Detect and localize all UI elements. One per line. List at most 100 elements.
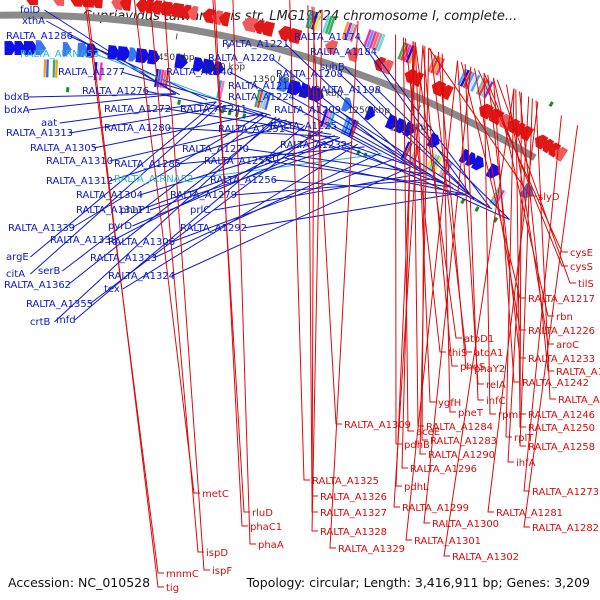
plus-gene-label[interactable]: RALTA_A1232 bbox=[280, 140, 347, 151]
minus-gene-label[interactable]: RALTA_A1327 bbox=[320, 508, 387, 519]
plus-gene-label[interactable]: RALTA_A1174 bbox=[294, 32, 361, 43]
plus-gene-label[interactable]: RALTA_A1280 bbox=[104, 123, 171, 134]
plus-gene-label[interactable]: RALTA_A1338 bbox=[50, 235, 117, 246]
plus-gene-label[interactable]: folD bbox=[20, 5, 40, 16]
minus-gene-label[interactable]: phaY2 bbox=[474, 364, 505, 375]
plus-gene-label[interactable]: RALTA_A1209 bbox=[274, 105, 341, 116]
plus-gene-label[interactable]: pyrD bbox=[108, 221, 132, 232]
plus-gene-label[interactable]: RALTA_A1272 bbox=[104, 104, 171, 115]
plus-gene-label[interactable]: tex bbox=[104, 284, 120, 295]
minus-gene-label[interactable]: RALTA_A1299 bbox=[402, 503, 469, 514]
minus-gene-label[interactable]: RALTA_A1302 bbox=[452, 552, 519, 563]
plus-gene-label[interactable]: suhB bbox=[320, 62, 345, 73]
minus-gene-label[interactable]: metC bbox=[202, 489, 229, 500]
minus-gene-label[interactable]: tig bbox=[166, 583, 179, 594]
plus-gene-label[interactable]: RALTA_A1339 bbox=[8, 223, 75, 234]
plus-gene-label[interactable]: RALTA_A1224 bbox=[228, 92, 295, 103]
plus-gene-label[interactable]: bdxA bbox=[4, 105, 30, 116]
minus-gene-label[interactable]: RALTA_A1296 bbox=[410, 464, 477, 475]
plus-gene-label[interactable]: RALTA_A1355 bbox=[26, 299, 93, 310]
minus-gene-label[interactable]: infC bbox=[486, 396, 506, 407]
minus-gene-label[interactable]: ygfH bbox=[438, 398, 461, 409]
plus-gene-label[interactable]: prlC bbox=[190, 205, 210, 216]
minus-gene-label[interactable]: aroC bbox=[556, 340, 579, 351]
minus-gene-label[interactable]: RALTA_A1217 bbox=[528, 294, 595, 305]
plus-gene-label[interactable]: etf bbox=[266, 153, 280, 164]
plus-gene-label[interactable]: RALTA_A1276 bbox=[82, 86, 149, 97]
minus-gene-label[interactable]: RALTA_A1243 bbox=[558, 395, 600, 406]
plus-gene-label[interactable]: phaP1 bbox=[120, 205, 151, 216]
minus-gene-label[interactable]: rbn bbox=[556, 312, 573, 323]
minus-gene-label[interactable]: RALTA_A1300 bbox=[432, 519, 499, 530]
plus-gene-label[interactable]: RALTA_A1362 bbox=[4, 280, 71, 291]
minus-gene-label[interactable]: pdhL bbox=[404, 482, 429, 493]
minus-gene-label[interactable]: aceE bbox=[416, 427, 440, 438]
minus-gene-label[interactable]: RALTA_A1233 bbox=[528, 354, 595, 365]
minus-gene-label[interactable]: ispD bbox=[206, 548, 228, 559]
plus-gene-label[interactable]: argE bbox=[6, 252, 29, 263]
minus-gene-label[interactable]: rplT bbox=[514, 433, 534, 444]
plus-gene-label[interactable]: RALTA_A1304 bbox=[76, 190, 143, 201]
plus-gene-label[interactable]: RALTA_A1323 bbox=[90, 253, 157, 264]
plus-gene-label[interactable]: RALTA_A1313 bbox=[6, 128, 73, 139]
minus-gene-label[interactable]: RALTA_A1236 bbox=[556, 367, 600, 378]
plus-gene-label[interactable]: RALTA_A1240 bbox=[166, 67, 233, 78]
minus-gene-label[interactable]: RALTA_A1326 bbox=[320, 492, 387, 503]
plus-gene-label[interactable]: aat bbox=[41, 118, 57, 129]
plus-gene-label[interactable]: RALTA_A1286 bbox=[6, 31, 73, 42]
plus-gene-label[interactable]: RALTA_A1324 bbox=[108, 271, 175, 282]
plus-gene-label[interactable]: RALTA_A1279 bbox=[170, 190, 237, 201]
minus-gene-label[interactable]: ihfA bbox=[516, 458, 536, 469]
plus-gene-label[interactable]: RALTA_AtRNA53 bbox=[20, 49, 99, 60]
minus-gene-label[interactable]: atoA1 bbox=[474, 348, 503, 359]
plus-gene-label[interactable]: RALTA_A1305 bbox=[30, 143, 97, 154]
minus-gene-label[interactable]: RALTA_A1329 bbox=[338, 544, 405, 555]
plus-gene-label[interactable]: RALTA_AtRNA52 bbox=[114, 174, 193, 185]
plus-gene-label[interactable]: RALTA_A1251 bbox=[218, 124, 285, 135]
minus-gene-label[interactable]: RALTA_A1325 bbox=[312, 476, 379, 487]
plus-gene-label[interactable]: RALTA_A1219 bbox=[228, 81, 295, 92]
plus-gene-label[interactable]: RALTA_A1306 bbox=[108, 237, 175, 248]
minus-gene-label[interactable]: slyD bbox=[538, 192, 560, 203]
plus-gene-label[interactable]: RALTA_A1208 bbox=[276, 69, 343, 80]
plus-gene-label[interactable]: RALTA_A1292 bbox=[180, 223, 247, 234]
minus-gene-label[interactable]: atoD1 bbox=[464, 334, 494, 345]
plus-gene-label[interactable]: mfd bbox=[56, 315, 76, 326]
minus-gene-label[interactable]: RALTA_A1226 bbox=[528, 326, 595, 337]
plus-gene-label[interactable]: RALTA_A1241 bbox=[180, 104, 247, 115]
minus-gene-label[interactable]: RALTA_A1273 bbox=[532, 487, 599, 498]
minus-gene-label[interactable]: RALTA_A1290 bbox=[428, 450, 495, 461]
minus-gene-label[interactable]: cysE bbox=[570, 248, 593, 259]
minus-gene-label[interactable]: RALTA_A1309 bbox=[344, 420, 411, 431]
minus-gene-label[interactable]: cysS bbox=[570, 262, 593, 273]
minus-gene-label[interactable]: ispF bbox=[212, 566, 232, 577]
minus-gene-label[interactable]: relA bbox=[486, 380, 506, 391]
minus-gene-label[interactable]: rluD bbox=[252, 508, 273, 519]
minus-gene-label[interactable]: RALTA_A1242 bbox=[522, 378, 589, 389]
plus-gene-label[interactable]: citA bbox=[6, 269, 25, 280]
minus-gene-label[interactable]: RALTA_A1328 bbox=[320, 527, 387, 538]
plus-gene-label[interactable]: RALTA_A1225 bbox=[270, 121, 337, 132]
minus-gene-label[interactable]: mnmC bbox=[166, 569, 199, 580]
minus-gene-label[interactable]: phaC1 bbox=[250, 522, 282, 533]
plus-gene-label[interactable]: bdxB bbox=[4, 92, 30, 103]
plus-gene-label[interactable]: RALTA_A1198 bbox=[314, 85, 381, 96]
minus-gene-label[interactable]: RALTA_A1282 bbox=[532, 523, 599, 534]
plus-gene-label[interactable]: RALTA_A1184 bbox=[310, 47, 377, 58]
plus-gene-label[interactable]: RALTA_A1310 bbox=[46, 156, 113, 167]
minus-gene-label[interactable]: pdhB bbox=[404, 440, 430, 451]
plus-gene-label[interactable]: xthA bbox=[22, 16, 45, 27]
minus-gene-label[interactable]: RALTA_A1301 bbox=[414, 536, 481, 547]
plus-gene-label[interactable]: RALTA_A1255 bbox=[204, 156, 271, 167]
plus-gene-label[interactable]: RALTA_A1270 bbox=[182, 144, 249, 155]
plus-gene-label[interactable]: RALTA_A1312 bbox=[46, 176, 113, 187]
minus-gene-label[interactable]: RALTA_A1283 bbox=[430, 436, 497, 447]
minus-gene-label[interactable]: tilS bbox=[578, 279, 594, 290]
minus-gene-label[interactable]: thiS bbox=[448, 348, 467, 359]
minus-gene-label[interactable]: RALTA_A1284 bbox=[426, 422, 493, 433]
minus-gene-label[interactable]: pheT bbox=[458, 408, 484, 419]
plus-gene-label[interactable]: RALTA_A1220 bbox=[208, 53, 275, 64]
minus-gene-label[interactable]: phaA bbox=[258, 540, 284, 551]
plus-gene-label[interactable]: crtB bbox=[30, 317, 51, 328]
